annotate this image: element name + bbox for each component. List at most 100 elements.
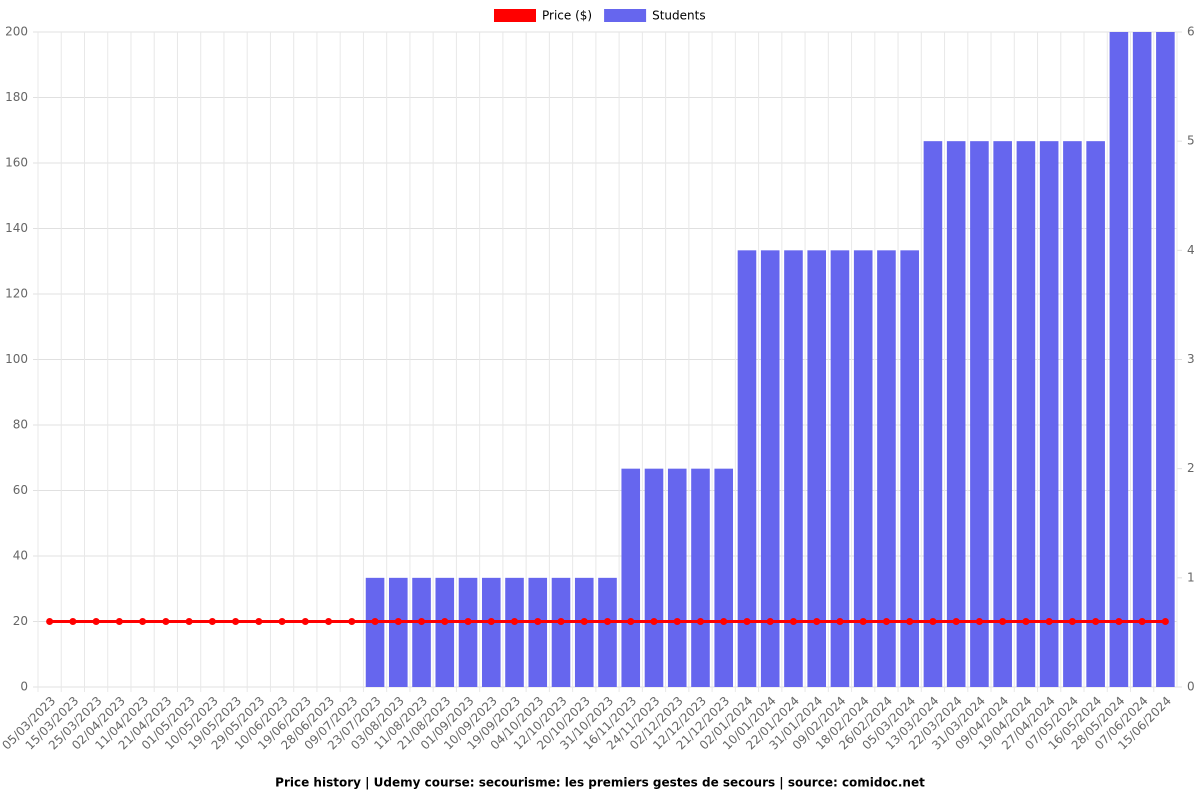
point <box>1138 618 1146 625</box>
y-tick-label: 20 <box>13 614 28 628</box>
point <box>278 618 286 625</box>
point <box>882 618 890 625</box>
point <box>511 618 519 625</box>
point <box>789 618 797 625</box>
bar <box>1132 32 1152 687</box>
point <box>1092 618 1100 625</box>
bar <box>714 468 734 687</box>
bar <box>1039 141 1059 687</box>
point <box>1045 618 1053 625</box>
bar <box>528 577 548 687</box>
point <box>185 618 193 625</box>
bar <box>993 141 1012 687</box>
bar <box>900 250 919 688</box>
bar <box>877 250 896 688</box>
point <box>464 618 472 625</box>
bar <box>970 141 989 687</box>
point <box>557 618 565 625</box>
point <box>1068 618 1076 625</box>
point <box>348 618 356 625</box>
y-tick-label: 160 <box>5 156 28 170</box>
bar <box>574 577 594 687</box>
bar <box>830 250 850 688</box>
bar <box>1109 32 1129 687</box>
y2-tick-label: 3 <box>1187 352 1195 366</box>
bar <box>435 577 455 687</box>
bar <box>946 141 966 687</box>
bar <box>1063 141 1082 687</box>
point <box>673 618 681 625</box>
point <box>650 618 658 625</box>
bar <box>784 250 803 688</box>
point <box>604 618 611 625</box>
point <box>534 618 542 625</box>
point <box>580 618 588 625</box>
bar <box>551 577 571 687</box>
bar <box>807 250 827 688</box>
point <box>394 618 402 625</box>
point <box>69 618 77 625</box>
point <box>1115 618 1123 625</box>
bar <box>365 577 385 687</box>
point <box>441 618 449 625</box>
y-tick-label: 0 <box>20 680 28 694</box>
y2-tick-label: 2 <box>1187 461 1195 475</box>
point <box>301 618 309 625</box>
bar <box>853 250 873 688</box>
bar <box>760 250 780 688</box>
legend-swatch <box>494 9 536 22</box>
bar <box>923 141 943 687</box>
bar <box>412 577 431 687</box>
point <box>162 618 170 625</box>
point <box>1161 618 1169 625</box>
bar <box>458 577 478 687</box>
point <box>1022 618 1030 625</box>
y2-tick-label: 4 <box>1187 243 1195 257</box>
y-tick-label: 120 <box>5 287 28 301</box>
point <box>115 618 123 625</box>
point <box>139 618 147 625</box>
point <box>371 618 379 625</box>
y2-tick-label: 0 <box>1187 680 1195 694</box>
bar <box>481 577 501 687</box>
y2-tick-label: 5 <box>1187 134 1195 148</box>
point <box>859 618 867 625</box>
point <box>487 618 495 625</box>
point <box>975 618 983 625</box>
bar <box>388 577 408 687</box>
bar <box>1086 141 1105 687</box>
legend-label: Price ($) <box>542 9 592 23</box>
point <box>766 618 774 625</box>
y-tick-label: 40 <box>13 549 28 563</box>
legend-swatch <box>604 9 647 22</box>
legend-label: Students <box>652 9 706 23</box>
point <box>929 618 937 625</box>
point <box>999 618 1007 625</box>
y-tick-label: 140 <box>5 221 28 235</box>
point <box>696 618 704 625</box>
point <box>720 618 728 625</box>
y2-tick-label: 6 <box>1187 25 1195 39</box>
point <box>836 618 844 625</box>
point <box>92 618 100 625</box>
y2-tick-label: 1 <box>1187 570 1195 584</box>
point <box>255 618 263 625</box>
point <box>418 618 426 625</box>
bar <box>737 250 757 688</box>
point <box>743 618 751 625</box>
y-tick-label: 200 <box>5 25 28 39</box>
point <box>906 618 914 625</box>
y-tick-label: 100 <box>5 352 28 366</box>
bar <box>505 577 524 687</box>
chart-title: Price history | Udemy course: secourisme… <box>275 776 925 790</box>
point <box>813 618 821 625</box>
bar <box>598 577 617 687</box>
bar <box>667 468 687 687</box>
point <box>208 618 216 625</box>
point <box>46 618 54 625</box>
y-tick-label: 80 <box>13 418 28 432</box>
point <box>325 618 333 625</box>
point <box>627 618 635 625</box>
bar <box>1156 32 1175 687</box>
